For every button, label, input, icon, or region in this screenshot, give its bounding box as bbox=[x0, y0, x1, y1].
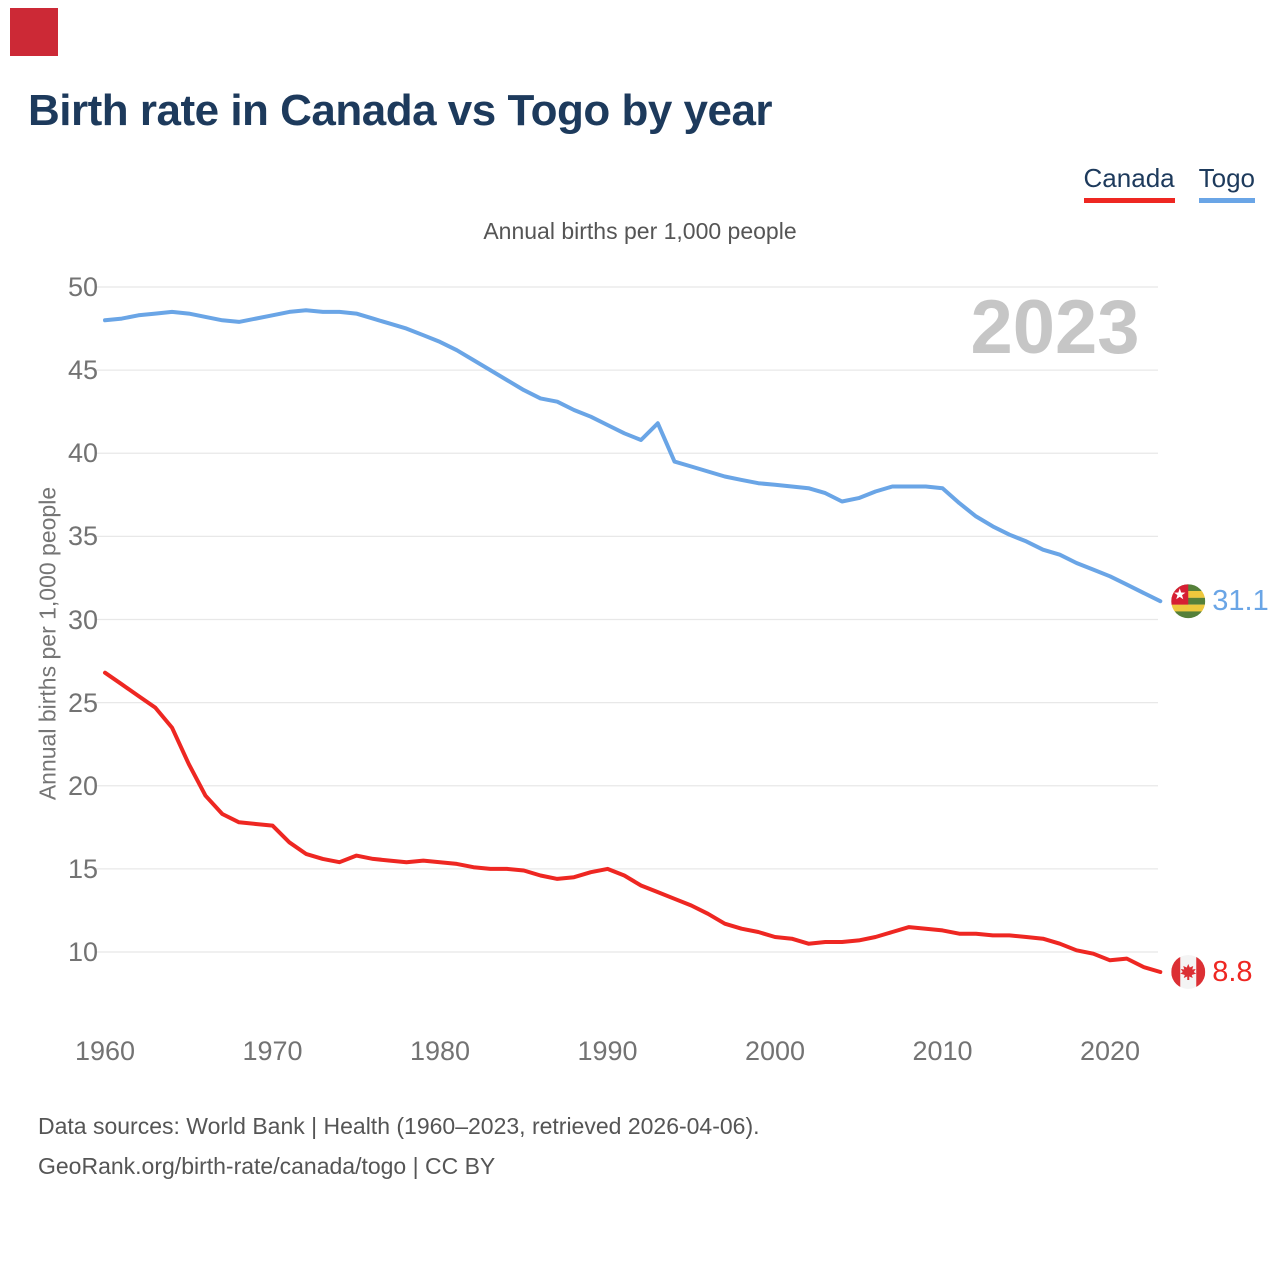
x-tick-label: 1980 bbox=[409, 1036, 471, 1066]
y-tick-label: 15 bbox=[67, 853, 98, 884]
year-watermark: 2023 bbox=[970, 285, 1140, 370]
legend-item-togo[interactable]: Togo bbox=[1198, 164, 1255, 203]
series-line-togo bbox=[103, 308, 1163, 604]
maple-leaf-icon bbox=[1180, 963, 1197, 980]
footer-attribution: GeoRank.org/birth-rate/canada/togo | CC … bbox=[38, 1153, 496, 1180]
end-label-togo: 31.1 bbox=[1212, 585, 1269, 618]
x-tick-label: 1990 bbox=[577, 1036, 638, 1066]
y-tick-label: 35 bbox=[67, 521, 98, 552]
y-tick-label: 20 bbox=[67, 770, 98, 801]
x-tick-label: 1970 bbox=[242, 1036, 303, 1066]
series-line-canada bbox=[103, 670, 1163, 974]
legend: Canada Togo bbox=[1083, 164, 1255, 203]
x-tick-label: 2020 bbox=[1079, 1036, 1141, 1066]
y-tick-label: 50 bbox=[67, 272, 98, 302]
x-tick-label: 2000 bbox=[744, 1036, 806, 1066]
y-tick-label: 45 bbox=[67, 355, 98, 386]
y-tick-label: 25 bbox=[67, 687, 98, 718]
chart-title: Birth rate in Canada vs Togo by year bbox=[28, 86, 773, 135]
legend-item-canada[interactable]: Canada bbox=[1083, 164, 1175, 203]
footer: Data sources: World Bank | Health (1960–… bbox=[38, 1106, 760, 1187]
y-tick-label: 40 bbox=[67, 438, 98, 469]
plot-area bbox=[95, 286, 1206, 989]
end-label-canada: 8.8 bbox=[1212, 955, 1253, 988]
footer-sources: Data sources: World Bank | Health (1960–… bbox=[38, 1113, 760, 1139]
brand-logo bbox=[10, 8, 58, 56]
y-tick-label: 30 bbox=[67, 604, 98, 635]
y-tick-label: 10 bbox=[67, 937, 98, 967]
x-tick-label: 1960 bbox=[74, 1036, 136, 1066]
y-axis-title: Annual births per 1,000 people bbox=[34, 486, 61, 801]
x-tick-label: 2010 bbox=[912, 1036, 973, 1066]
canada-flag-icon bbox=[1171, 954, 1206, 989]
chart-subtitle: Annual births per 1,000 people bbox=[483, 218, 797, 244]
togo-flag-icon bbox=[1171, 584, 1206, 619]
